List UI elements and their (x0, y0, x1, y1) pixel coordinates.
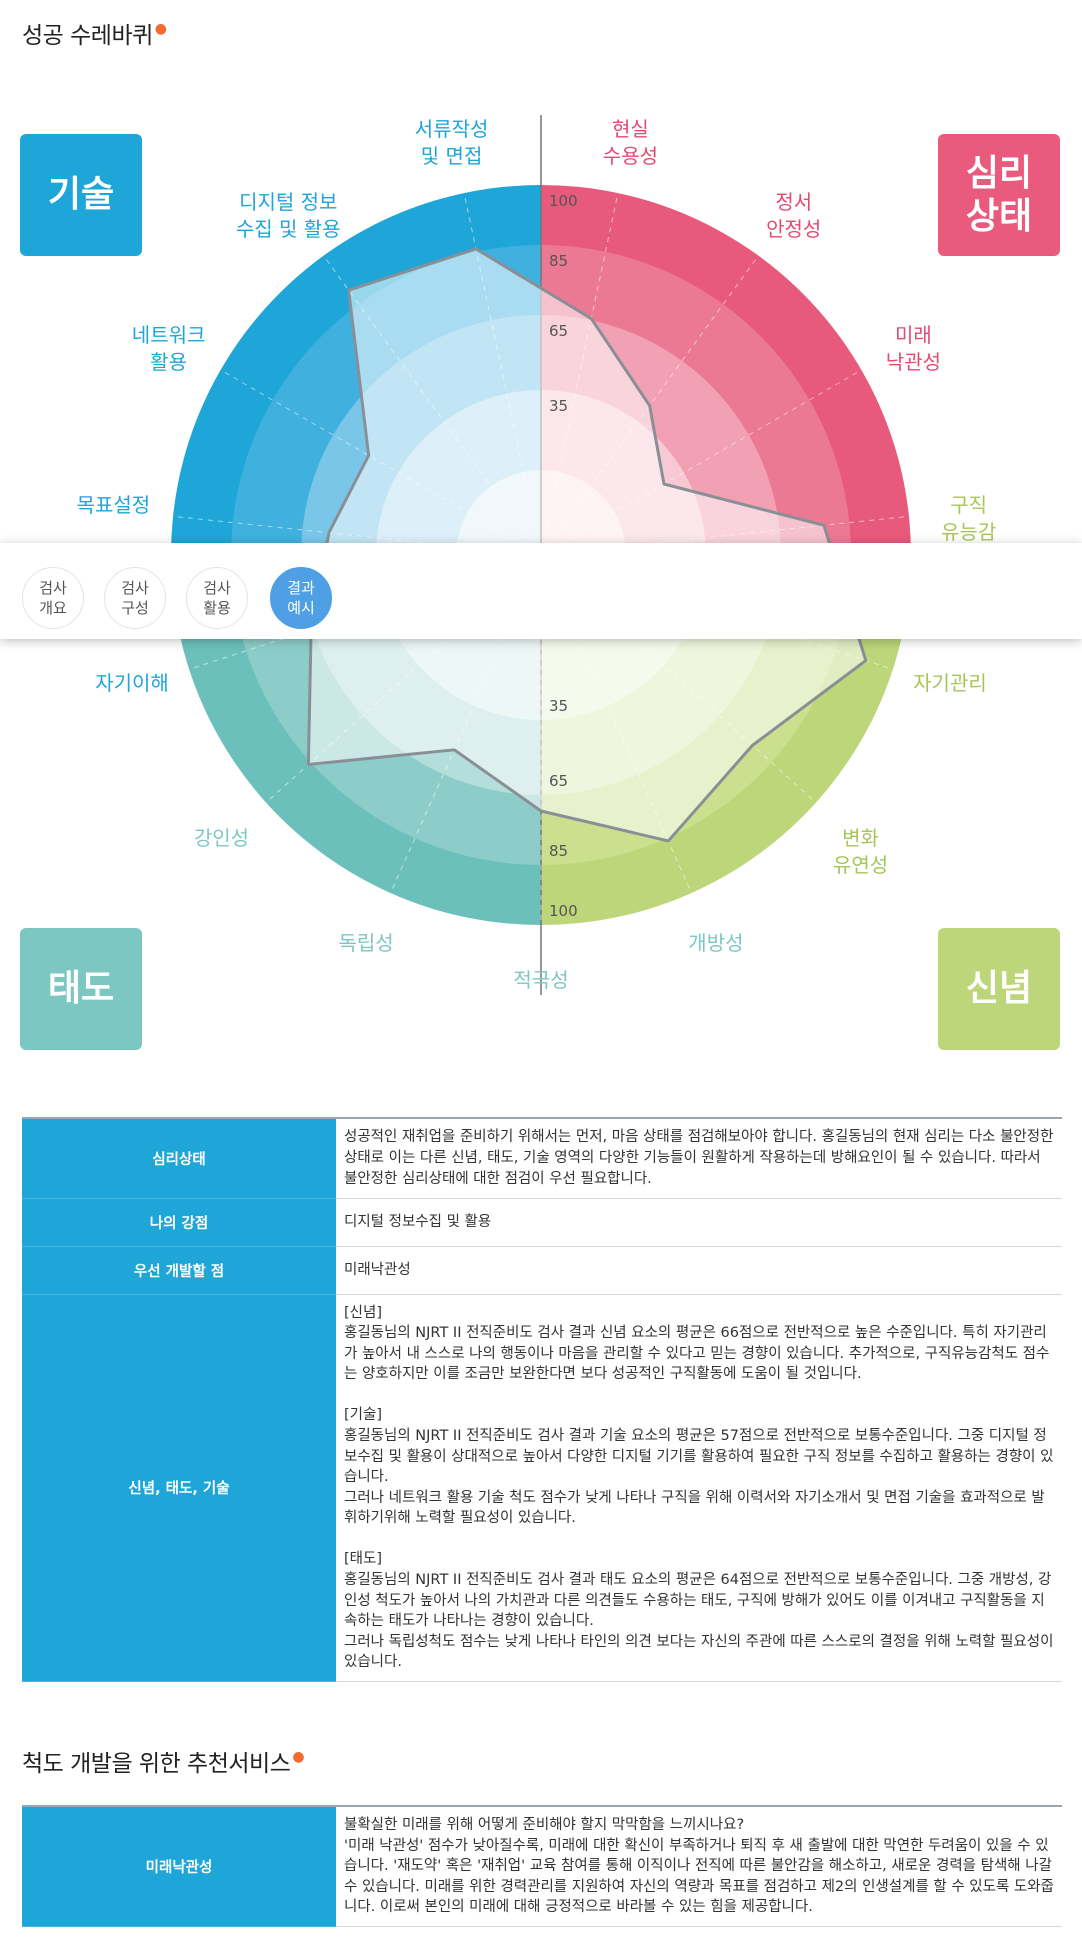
table-row: 신념, 태도, 기술 [신념] 홍길동님의 NJRT II 전직준비도 검사 결… (22, 1294, 1062, 1682)
scale-label: 미래 낙관성 (885, 323, 941, 374)
axis-tick-label: 100 (549, 192, 578, 210)
nav-test-structure[interactable]: 검사 구성 (104, 567, 166, 629)
row-value: 미래낙관성 (336, 1246, 1062, 1295)
corner-attitude: 태도 (20, 928, 142, 1050)
row-header: 미래낙관성 (22, 1806, 336, 1927)
scale-label: 현실 수용성 (602, 117, 658, 169)
row-header: 우선 개발할 점 (22, 1246, 336, 1295)
scale-label: 서류작성 및 면접 (414, 117, 489, 169)
section-title-recommend: 척도 개발을 위한 추천서비스 ● (22, 1749, 305, 1777)
nav-result-example[interactable]: 결과 예시 (270, 567, 332, 629)
corner-skill: 기술 (20, 134, 142, 256)
scale-label: 적극성 (513, 968, 569, 992)
nav-test-overview[interactable]: 검사 개요 (22, 567, 84, 629)
scale-label: 변화 유연성 (832, 825, 889, 877)
scale-label: 자기이해 (95, 670, 169, 695)
axis-tick-label: 65 (549, 772, 568, 790)
nav-test-usage[interactable]: 검사 활용 (186, 567, 248, 629)
axis-tick-label: 85 (549, 842, 568, 860)
axis-tick-label: 35 (549, 697, 568, 715)
scale-label: 개방성 (688, 930, 744, 955)
table-row: 우선 개발할 점 미래낙관성 (22, 1246, 1062, 1295)
table-row: 미래낙관성 불확실한 미래를 위해 어떻게 준비해야 할지 막막함을 느끼시나요… (22, 1806, 1062, 1927)
row-header: 심리상태 (22, 1118, 336, 1199)
scale-label: 목표설정 (76, 493, 151, 518)
scale-label: 네트워크 활용 (131, 323, 206, 374)
required-dot: ● (292, 1749, 305, 1765)
scale-label: 독립성 (338, 930, 394, 955)
scale-label: 자기관리 (913, 670, 987, 695)
table-row: 심리상태 성공적인 재취업을 준비하기 위해서는 먼저, 마음 상태를 점검해보… (22, 1118, 1062, 1199)
recommend-table: 미래낙관성 불확실한 미래를 위해 어떻게 준비해야 할지 막막함을 느끼시나요… (22, 1805, 1062, 1927)
row-value: [신념] 홍길동님의 NJRT II 전직준비도 검사 결과 신념 요소의 평균… (336, 1294, 1062, 1682)
row-value: 디지털 정보수집 및 활용 (336, 1198, 1062, 1247)
section-nav-bar: 검사 개요 검사 구성 검사 활용 결과 예시 (0, 543, 1082, 639)
scale-label: 구직 유능감 (941, 493, 997, 545)
scale-label: 강인성 (193, 825, 250, 850)
row-header: 신념, 태도, 기술 (22, 1294, 336, 1682)
axis-tick-label: 35 (549, 397, 568, 415)
row-value: 불확실한 미래를 위해 어떻게 준비해야 할지 막막함을 느끼시나요? '미래 … (336, 1806, 1062, 1927)
section-title-success-wheel: 성공 수레바퀴 ● (22, 21, 167, 49)
row-value: 성공적인 재취업을 준비하기 위해서는 먼저, 마음 상태를 점검해보아야 합니… (336, 1118, 1062, 1199)
required-dot: ● (154, 21, 167, 37)
corner-belief: 신념 (938, 928, 1060, 1050)
axis-tick-label: 65 (549, 322, 568, 340)
axis-tick-label: 85 (549, 252, 568, 270)
scale-label: 디지털 정보 수집 및 활용 (235, 190, 341, 242)
scale-label: 정서 안정성 (766, 190, 822, 242)
result-table: 심리상태 성공적인 재취업을 준비하기 위해서는 먼저, 마음 상태를 점검해보… (22, 1117, 1062, 1682)
row-header: 나의 강점 (22, 1198, 336, 1247)
axis-tick-label: 100 (549, 902, 578, 920)
table-row: 나의 강점 디지털 정보수집 및 활용 (22, 1198, 1062, 1247)
corner-psychological-state: 심리 상태 (938, 134, 1060, 256)
